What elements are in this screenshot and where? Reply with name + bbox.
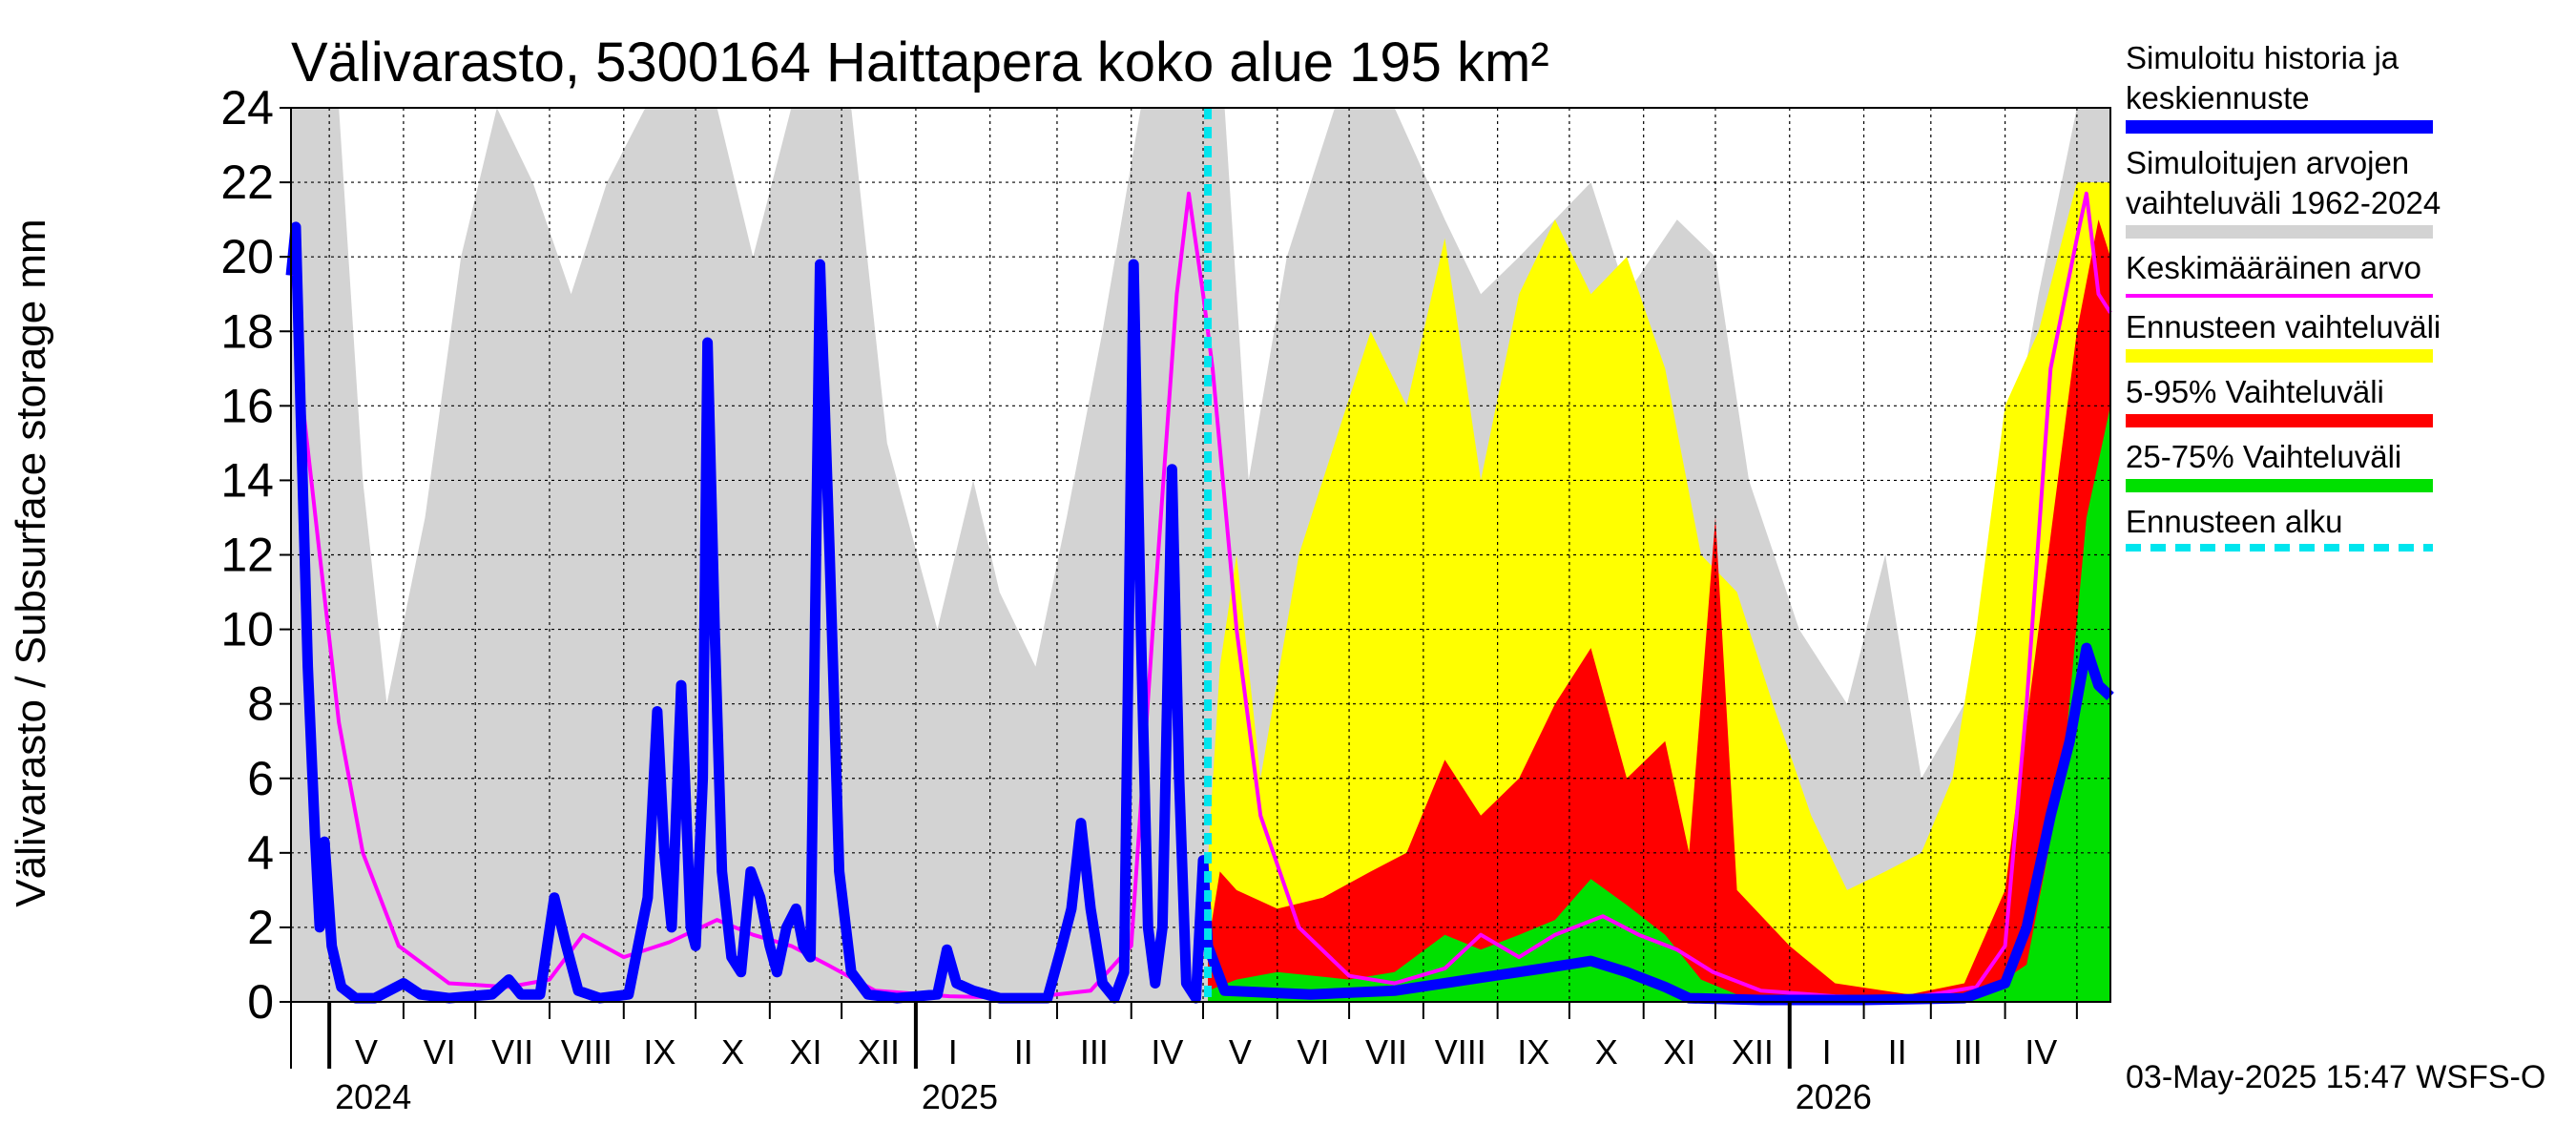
month-label: XII <box>858 1032 900 1072</box>
legend-item: Ennusteen vaihteluväli <box>2126 307 2574 363</box>
legend: Simuloitu historia ja keskiennuste Simulo… <box>2126 38 2574 552</box>
y-tick-label: 8 <box>247 677 274 731</box>
legend-item: Ennusteen alku <box>2126 502 2574 552</box>
legend-item: 5-95% Vaihteluväli <box>2126 372 2574 427</box>
month-label: III <box>1954 1032 1983 1072</box>
month-label: VI <box>1297 1032 1329 1072</box>
y-tick-label: 10 <box>220 603 274 656</box>
y-tick-label: 2 <box>247 901 274 954</box>
p5-95-range-area <box>1208 219 2110 1003</box>
legend-item: Simuloitu historia ja keskiennuste <box>2126 38 2574 134</box>
y-axis-label: Välivarasto / Subsurface storage mm <box>8 219 54 907</box>
month-label: II <box>1888 1032 1907 1072</box>
chart-title: Välivarasto, 5300164 Haittapera koko alu… <box>291 31 1549 94</box>
month-label: IX <box>643 1032 675 1072</box>
month-label: VIII <box>1435 1032 1486 1072</box>
month-label: VI <box>424 1032 456 1072</box>
month-label: III <box>1080 1032 1109 1072</box>
y-tick-label: 24 <box>220 81 274 135</box>
month-label: X <box>1595 1032 1618 1072</box>
year-label: 2024 <box>335 1077 411 1116</box>
legend-swatch <box>2126 349 2433 363</box>
y-tick-label: 18 <box>220 304 274 358</box>
legend-label: Ennusteen vaihteluväli <box>2126 309 2441 344</box>
legend-label: Simuloitujen arvojen vaihteluväli 1962-2… <box>2126 145 2441 220</box>
month-label: VII <box>1365 1032 1407 1072</box>
legend-swatch <box>2126 225 2433 239</box>
legend-swatch <box>2126 414 2433 427</box>
year-label: 2026 <box>1796 1077 1872 1116</box>
y-tick-label: 4 <box>247 826 274 880</box>
y-tick-label: 22 <box>220 156 274 209</box>
month-label: VIII <box>561 1032 613 1072</box>
legend-item: Simuloitujen arvojen vaihteluväli 1962-2… <box>2126 143 2574 239</box>
month-label: IV <box>1151 1032 1183 1072</box>
month-label: V <box>1229 1032 1252 1072</box>
month-label: V <box>355 1032 378 1072</box>
month-label: IX <box>1517 1032 1549 1072</box>
legend-label: 25-75% Vaihteluväli <box>2126 439 2402 474</box>
y-tick-label: 12 <box>220 529 274 582</box>
y-tick-label: 6 <box>247 752 274 805</box>
legend-swatch <box>2126 294 2433 298</box>
y-tick-label: 16 <box>220 379 274 432</box>
month-label: XI <box>789 1032 821 1072</box>
legend-swatch <box>2126 544 2433 552</box>
month-label: XI <box>1663 1032 1695 1072</box>
legend-swatch <box>2126 120 2433 134</box>
month-label: XII <box>1732 1032 1774 1072</box>
y-tick-label: 20 <box>220 230 274 283</box>
year-label: 2025 <box>922 1077 998 1116</box>
legend-label: Ennusteen alku <box>2126 504 2343 539</box>
legend-label: 5-95% Vaihteluväli <box>2126 374 2384 409</box>
legend-label: Keskimääräinen arvo <box>2126 250 2421 285</box>
month-label: IV <box>2025 1032 2057 1072</box>
legend-swatch <box>2126 479 2433 492</box>
timestamp-footer: 03-May-2025 15:47 WSFS-O <box>2126 1059 2546 1095</box>
month-label: I <box>1822 1032 1832 1072</box>
legend-item: 25-75% Vaihteluväli <box>2126 437 2574 492</box>
month-label: I <box>948 1032 958 1072</box>
legend-item: Keskimääräinen arvo <box>2126 248 2574 298</box>
month-label: X <box>721 1032 744 1072</box>
history-series-line <box>285 221 2114 1006</box>
legend-label: Simuloitu historia ja keskiennuste <box>2126 40 2399 115</box>
month-label: II <box>1014 1032 1033 1072</box>
y-tick-label: 14 <box>220 453 274 507</box>
y-tick-label: 0 <box>247 975 274 1029</box>
month-label: VII <box>491 1032 533 1072</box>
